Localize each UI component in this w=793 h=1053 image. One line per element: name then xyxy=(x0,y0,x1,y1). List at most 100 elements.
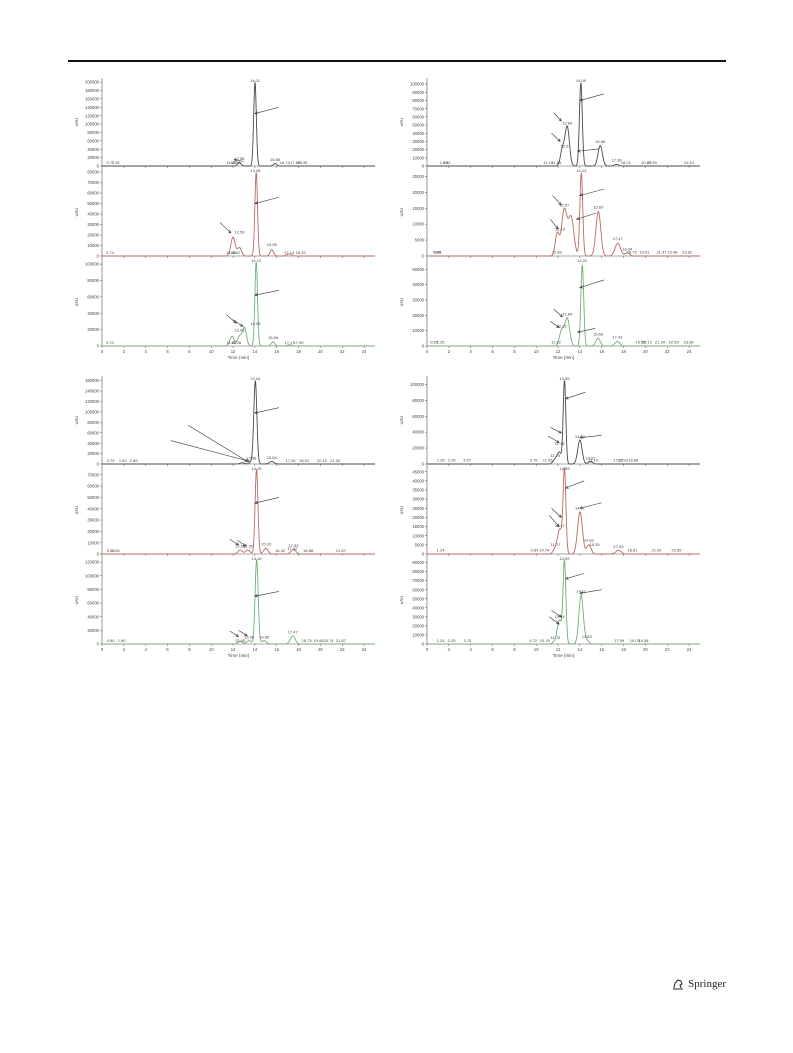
peak-label: 17.47 xyxy=(613,236,624,241)
y-tick-label: 100000 xyxy=(85,262,100,267)
peak-label: 18.75 xyxy=(302,638,313,643)
peak-label: 13.46 xyxy=(244,634,255,639)
peak-label: 19.84 xyxy=(639,638,650,643)
trace-line xyxy=(427,82,700,167)
chart-top-right: 0100002000030000400005000060000700008000… xyxy=(399,78,700,360)
peak-label: 18.81 xyxy=(627,548,638,553)
peak-label: 1.24 xyxy=(437,548,446,553)
y-tick-label: 140000 xyxy=(85,105,100,110)
peak-label: 1.81 xyxy=(443,160,452,165)
y-tick-label: 20000 xyxy=(87,628,99,633)
annotation-arrow xyxy=(229,539,239,546)
peak-label: 16.74 xyxy=(280,160,291,165)
annotation-arrow xyxy=(549,515,560,527)
peak-label: 12.17 xyxy=(555,523,566,528)
peak-label: 14.85 xyxy=(259,634,270,639)
x-tick-label: 10 xyxy=(534,647,539,652)
annotation-arrow xyxy=(234,159,245,162)
y-tick-label: 25000 xyxy=(412,506,424,511)
y-tick-label: 60000 xyxy=(87,430,99,435)
x-tick-label: 0 xyxy=(101,647,104,652)
y-tick-label: 120000 xyxy=(85,560,100,565)
x-tick-label: 6 xyxy=(491,349,494,354)
peak-label: 15.54 xyxy=(267,455,278,460)
annotation-arrow xyxy=(550,321,560,328)
chart-bottom-left: 0200004000060000800001000001200001400001… xyxy=(74,376,375,658)
y-tick-label: 50000 xyxy=(412,267,424,272)
x-tick-label: 16 xyxy=(274,647,279,652)
peak-label: 11.89 xyxy=(552,250,562,255)
y-tick-label: 40000 xyxy=(87,506,99,511)
annotation-arrow xyxy=(254,497,279,504)
y-axis-label: uAU xyxy=(399,208,404,217)
peak-label: 1.25 xyxy=(112,160,121,165)
peak-label: 21.34 xyxy=(655,340,666,345)
trace-line xyxy=(102,380,375,465)
peak-label: 3.67 xyxy=(463,458,472,463)
peak-label: 11.86 xyxy=(227,160,237,165)
annotation-arrow xyxy=(551,133,561,142)
peak-label: 1.90 xyxy=(119,458,128,463)
annotation-arrow xyxy=(579,589,602,594)
annotation-arrowhead xyxy=(558,202,562,206)
x-tick-label: 22 xyxy=(665,349,670,354)
peak-label: 19.03 xyxy=(630,638,641,643)
peak-label: 16.32 xyxy=(275,548,286,553)
y-tick-label: 80000 xyxy=(87,587,99,592)
x-axis-label: Time (min) xyxy=(553,355,575,360)
y-tick-label: 30000 xyxy=(412,298,424,303)
annotation-arrow xyxy=(553,112,562,122)
peak-label: 12.59 xyxy=(559,556,570,561)
annotation-arrowhead xyxy=(227,230,232,234)
y-tick-label: 100000 xyxy=(85,573,100,578)
y-tick-label: 20000 xyxy=(412,313,424,318)
x-tick-label: 16 xyxy=(599,349,604,354)
y-tick-label: 0 xyxy=(97,462,100,467)
y-tick-label: 10000 xyxy=(412,328,424,333)
annotation-arrowhead xyxy=(254,410,258,414)
y-tick-label: 10000 xyxy=(412,155,424,160)
annotation-arrowhead xyxy=(565,396,569,400)
peak-label: 18.19 xyxy=(296,250,307,255)
y-tick-label: 80000 xyxy=(87,130,99,135)
annotation-arrowhead xyxy=(558,430,562,434)
peak-label: 23.82 xyxy=(682,250,693,255)
annotation-arrow xyxy=(254,290,279,296)
y-tick-label: 80000 xyxy=(412,398,424,403)
annotation-arrow xyxy=(551,508,562,518)
peak-label: 17.93 xyxy=(618,458,629,463)
annotation-arrow xyxy=(232,319,244,327)
trace-line xyxy=(102,172,375,257)
peak-label: 20.07 xyxy=(641,160,652,165)
annotation-arrowhead xyxy=(246,459,251,463)
x-tick-label: 6 xyxy=(166,647,169,652)
y-tick-label: 100000 xyxy=(410,382,425,387)
peak-label: 11.05 xyxy=(543,458,553,463)
annotation-arrowhead xyxy=(243,543,247,547)
x-tick-label: 6 xyxy=(166,349,169,354)
y-tick-label: 20000 xyxy=(87,155,99,160)
x-tick-label: 12 xyxy=(556,647,561,652)
publisher-name: Springer xyxy=(688,978,726,990)
y-tick-label: 50000 xyxy=(87,495,99,500)
peak-label: 14.04 xyxy=(250,376,261,381)
peak-label: 19.91 xyxy=(639,250,650,255)
y-axis-label: uAU xyxy=(74,208,79,217)
peak-label: 17.17 xyxy=(284,340,295,345)
y-tick-label: 60000 xyxy=(87,294,99,299)
y-tick-label: 25000 xyxy=(412,174,424,179)
x-tick-label: 4 xyxy=(470,647,473,652)
x-tick-label: 22 xyxy=(665,647,670,652)
y-tick-label: 0 xyxy=(422,552,425,557)
x-tick-label: 24 xyxy=(362,349,367,354)
peak-label: 12.65 xyxy=(235,543,246,548)
y-tick-label: 60000 xyxy=(87,601,99,606)
peak-label: 14.09 xyxy=(576,78,587,83)
x-tick-label: 12 xyxy=(231,349,236,354)
y-tick-label: 80000 xyxy=(87,420,99,425)
peak-label: 14.97 xyxy=(585,455,596,460)
x-tick-label: 24 xyxy=(687,349,692,354)
annotation-arrowhead xyxy=(575,217,580,221)
annotation-arrowhead xyxy=(579,98,583,102)
